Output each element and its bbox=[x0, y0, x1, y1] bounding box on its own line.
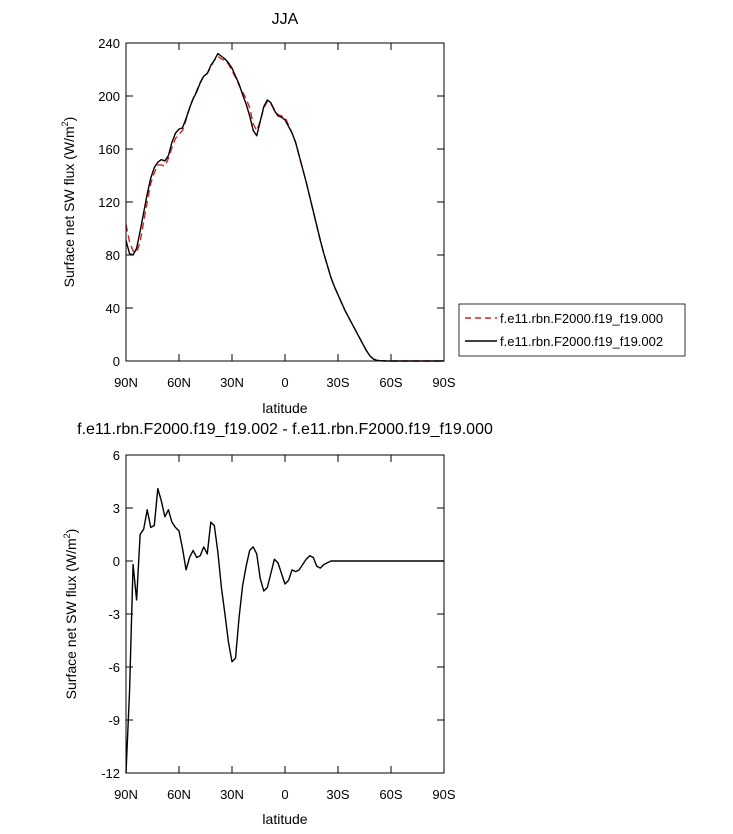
top-chart-x-label: latitude bbox=[262, 400, 307, 416]
bottom-chart-x-tick-label: 60S bbox=[379, 787, 402, 802]
top-chart-series-line-0 bbox=[125, 55, 444, 362]
top-chart-plot-frame bbox=[125, 42, 445, 362]
top-chart-series-group bbox=[125, 52, 444, 362]
top-chart-y-tick-label: 0 bbox=[113, 354, 120, 369]
top-chart-y-tick-label: 80 bbox=[106, 248, 120, 263]
top-chart-x-tick-label: 90N bbox=[114, 375, 138, 390]
top-chart-y-tick-label: 120 bbox=[98, 195, 120, 210]
bottom-chart-title: f.e11.rbn.F2000.f19_f19.002 - f.e11.rbn.… bbox=[77, 421, 493, 438]
bottom-chart-y-tick-label: -6 bbox=[108, 660, 120, 675]
bottom-chart-x-tick-label: 90S bbox=[432, 787, 455, 802]
bottom-chart-x-tick-label: 60N bbox=[167, 787, 191, 802]
top-chart-y-label-main: Surface net SW flux (W/m bbox=[61, 126, 77, 287]
bottom-chart-y-tick-label: 6 bbox=[113, 448, 120, 463]
top-chart-x-tick-label: 60S bbox=[379, 375, 402, 390]
top-chart-series-line-1 bbox=[125, 52, 444, 362]
bottom-chart: f.e11.rbn.F2000.f19_f19.002 - f.e11.rbn.… bbox=[62, 421, 493, 827]
bottom-chart-y-tick-label: 0 bbox=[113, 554, 120, 569]
top-chart-x-tick-label: 60N bbox=[167, 375, 191, 390]
legend-label-series-1: f.e11.rbn.F2000.f19_f19.002 bbox=[500, 334, 663, 349]
bottom-chart-plot-frame bbox=[125, 454, 445, 774]
bottom-chart-x-label: latitude bbox=[262, 811, 307, 827]
bottom-chart-x-axis: 90N 60N 30N 0 30S 60S 90S bbox=[114, 455, 456, 802]
top-chart-x-tick-label: 30S bbox=[326, 375, 349, 390]
bottom-chart-y-label: Surface net SW flux (W/m2) bbox=[62, 529, 79, 700]
bottom-chart-x-tick-label: 90N bbox=[114, 787, 138, 802]
top-chart-legend: f.e11.rbn.F2000.f19_f19.000 f.e11.rbn.F2… bbox=[458, 303, 686, 357]
top-chart-title: JJA bbox=[272, 11, 299, 28]
top-chart-y-label-superscript: 2 bbox=[60, 121, 70, 126]
legend-box bbox=[458, 303, 686, 357]
bottom-chart-y-axis: -12 -9 -6 -3 0 3 6 bbox=[101, 448, 444, 781]
top-chart-x-tick-label: 0 bbox=[281, 375, 288, 390]
top-chart-x-axis: 90N 60N 30N 0 30S 60S 90S bbox=[114, 43, 456, 390]
bottom-chart-y-label-main: Surface net SW flux (W/m bbox=[63, 538, 79, 699]
top-chart-y-tick-label: 160 bbox=[98, 142, 120, 157]
top-chart-y-label-end: ) bbox=[61, 117, 77, 122]
bottom-chart-y-label-end: ) bbox=[63, 529, 79, 534]
bottom-chart-x-tick-label: 30N bbox=[220, 787, 244, 802]
top-chart-y-axis: 0 40 80 120 160 200 240 bbox=[98, 36, 444, 369]
bottom-chart-y-tick-label: -3 bbox=[108, 607, 120, 622]
bottom-chart-y-label-superscript: 2 bbox=[62, 533, 72, 538]
bottom-chart-y-tick-label: -12 bbox=[101, 766, 120, 781]
top-chart-x-tick-label: 30N bbox=[220, 375, 244, 390]
top-chart-y-label: Surface net SW flux (W/m2) bbox=[60, 117, 77, 288]
bottom-chart-x-tick-label: 30S bbox=[326, 787, 349, 802]
top-chart-y-tick-label: 40 bbox=[106, 301, 120, 316]
bottom-chart-x-tick-label: 0 bbox=[281, 787, 288, 802]
bottom-chart-y-tick-label: 3 bbox=[113, 501, 120, 516]
top-chart-y-tick-label: 200 bbox=[98, 89, 120, 104]
bottom-chart-y-tick-label: -9 bbox=[108, 713, 120, 728]
legend-label-series-0: f.e11.rbn.F2000.f19_f19.000 bbox=[500, 311, 663, 326]
top-chart-y-tick-label: 240 bbox=[98, 36, 120, 51]
top-chart-x-tick-label: 90S bbox=[432, 375, 455, 390]
bottom-chart-series-line-0 bbox=[125, 487, 444, 774]
bottom-chart-series-group bbox=[125, 487, 444, 774]
